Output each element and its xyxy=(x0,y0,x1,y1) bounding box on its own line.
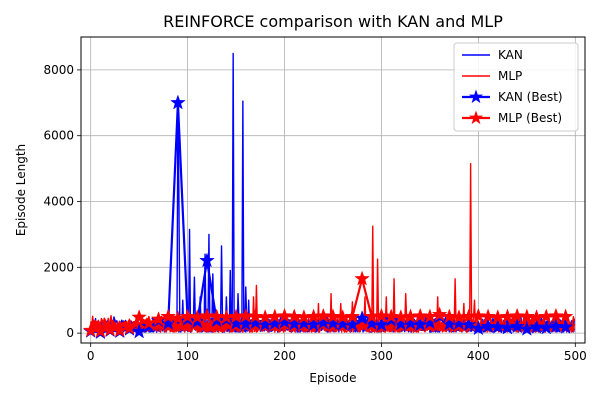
x-tick-label: 200 xyxy=(273,349,296,363)
kan-best-point xyxy=(451,314,467,330)
plot-frame xyxy=(80,36,586,344)
x-tick-label: 400 xyxy=(467,349,490,363)
kan-best-point xyxy=(276,313,293,329)
mlp-best-point xyxy=(140,314,157,330)
mlp-best-point xyxy=(383,308,400,324)
legend-marker-kan-best xyxy=(468,89,484,104)
mlp-best-point xyxy=(286,308,303,324)
kan-best-point xyxy=(402,314,419,330)
kan-best-point xyxy=(528,318,545,334)
x-tick-label: 0 xyxy=(87,349,95,363)
kan-best-point xyxy=(228,314,244,330)
mlp-best-point xyxy=(373,307,390,323)
kan-best-point xyxy=(480,318,496,334)
y-tick-label: 4000 xyxy=(43,195,74,209)
mlp-best-point xyxy=(237,307,254,323)
mlp-best-point xyxy=(276,307,293,323)
mlp-best-point xyxy=(82,322,99,338)
y-tick-label: 0 xyxy=(66,326,74,340)
x-tick-label: 100 xyxy=(176,349,199,363)
legend-label-kan: KAN xyxy=(498,48,523,62)
mlp-best-point xyxy=(102,321,118,337)
mlp-best-point xyxy=(179,308,196,324)
plot-area xyxy=(82,52,576,340)
kan-best-point xyxy=(160,314,177,330)
mlp-best-point xyxy=(325,308,341,324)
kan-best-point xyxy=(189,313,206,329)
kan-best-point xyxy=(315,314,332,330)
mlp-best-point xyxy=(412,307,429,323)
kan-best-point xyxy=(325,314,341,330)
x-tick-label: 500 xyxy=(564,349,587,363)
chart-title: REINFORCE comparison with KAN and MLP xyxy=(163,12,503,31)
legend-label-kan-best: KAN (Best) xyxy=(498,90,563,104)
legend-marker-mlp-best xyxy=(468,110,484,125)
mlp-best-point xyxy=(441,308,458,324)
mlp-best-point xyxy=(354,270,370,286)
kan-best-point xyxy=(296,314,312,330)
y-tick-label: 8000 xyxy=(43,63,74,77)
axis-ticks: 0 100 200 300 400 500 0 2000 4000 6000 8000 xyxy=(43,63,586,363)
kan-best-point xyxy=(344,316,361,332)
mlp-best-point xyxy=(131,309,148,325)
kan-best-point xyxy=(363,314,380,330)
mlp-best-point xyxy=(121,319,138,335)
mlp-best-point xyxy=(199,307,215,323)
x-axis-label: Episode xyxy=(309,371,356,385)
kan-best-point xyxy=(557,318,574,334)
mlp-best-point xyxy=(208,308,225,324)
mlp-best-point xyxy=(548,307,564,323)
x-tick-label: 300 xyxy=(370,349,393,363)
y-tick-label: 6000 xyxy=(43,129,74,143)
y-tick-label: 2000 xyxy=(43,260,74,274)
kan-best-point xyxy=(199,252,215,268)
mlp-best-point xyxy=(160,308,177,324)
mlp-best-point xyxy=(431,306,448,322)
y-axis-label: Episode Length xyxy=(14,144,28,236)
mlp-best-point xyxy=(557,308,574,324)
kan-best-point xyxy=(334,315,351,331)
mlp-best-point xyxy=(480,308,496,324)
kan-best-point xyxy=(548,318,564,334)
mlp-best-point xyxy=(247,308,264,324)
mlp-best-point xyxy=(315,307,332,323)
mlp-best-point xyxy=(470,307,487,323)
mlp-best-point xyxy=(150,311,167,326)
kan-best-point xyxy=(489,318,506,334)
kan-best-point xyxy=(170,94,186,110)
mlp-best-point xyxy=(509,307,526,323)
mlp-best-point xyxy=(344,308,361,324)
legend-label-mlp: MLP xyxy=(498,69,522,83)
legend-label-mlp-best: MLP (Best) xyxy=(498,111,562,125)
kan-best-point xyxy=(509,318,526,334)
kan-best-point xyxy=(247,314,264,330)
mlp-best-point xyxy=(518,308,535,324)
legend-box xyxy=(453,42,579,132)
legend: KAN MLP KAN (Best) MLP (Best) xyxy=(453,42,579,132)
